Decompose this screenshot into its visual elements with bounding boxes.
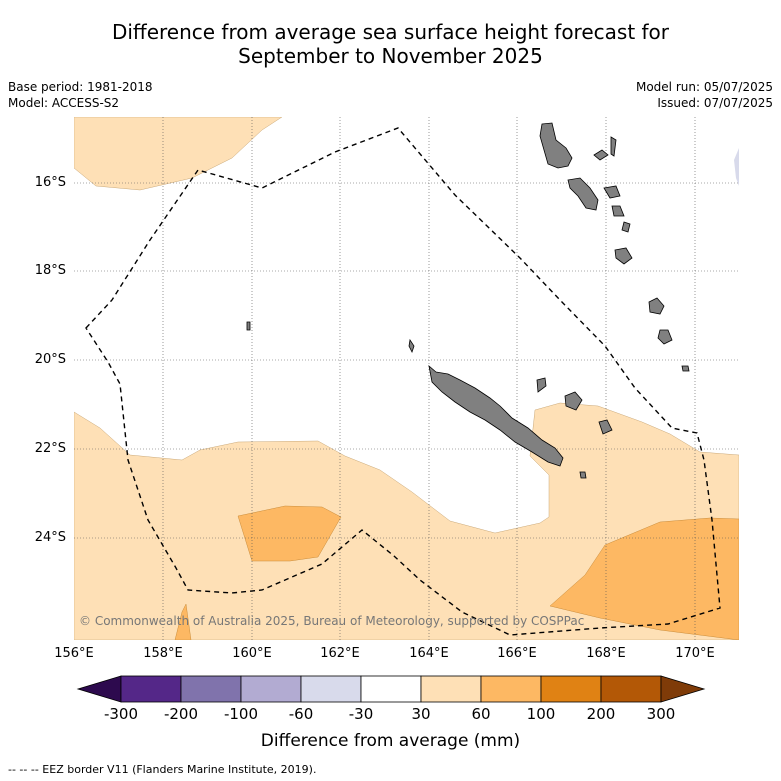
new-caledonia xyxy=(428,364,564,467)
islet-4 xyxy=(579,471,587,479)
loyalty-island-2 xyxy=(598,419,613,435)
islet-3 xyxy=(408,338,415,354)
colorbar-under-arrow xyxy=(76,675,122,703)
colorbar-bin-2 xyxy=(180,675,242,703)
model-name: Model: ACCESS-S2 xyxy=(8,96,120,110)
vanuatu-island-d xyxy=(621,221,631,233)
anomaly-region-minus-sliver xyxy=(734,148,739,186)
eez-border xyxy=(85,127,721,636)
colorbar-bin-3 xyxy=(240,675,302,703)
vanuatu-efate xyxy=(611,205,625,217)
title-line-2: September to November 2025 xyxy=(238,44,543,68)
base-period: Base period: 1981-2018 xyxy=(8,80,153,94)
colorbar-bin-7 xyxy=(480,675,542,703)
lon-label-168e: 168°E xyxy=(586,646,626,661)
lon-label-166e: 166°E xyxy=(497,646,537,661)
lon-label-164e: 164°E xyxy=(409,646,449,661)
vanuatu-espiritu-santo xyxy=(539,122,573,169)
colorbar-tick-minus200: -200 xyxy=(163,705,199,723)
colorbar-tick-30: 30 xyxy=(411,705,431,723)
meta-left: Base period: 1981-2018 Model: ACCESS-S2 xyxy=(8,79,153,111)
colorbar-over-arrow xyxy=(660,675,706,703)
vanuatu-island-c xyxy=(603,185,621,199)
colorbar-tick-minus30: -30 xyxy=(348,705,374,723)
vanuatu-malakula xyxy=(567,177,599,211)
anomaly-region-60-100-east xyxy=(549,517,739,640)
colorbar-tick-minus300: -300 xyxy=(103,705,139,723)
colorbar-tick-100: 100 xyxy=(526,705,556,723)
lon-label-170e: 170°E xyxy=(675,646,715,661)
vanuatu-aneityum xyxy=(657,329,673,345)
islet-1 xyxy=(681,365,690,372)
lat-label-24s: 24°S xyxy=(34,530,66,545)
colorbar-bin-1 xyxy=(120,675,182,703)
colorbar-bin-6 xyxy=(420,675,482,703)
model-run: Model run: 05/07/2025 xyxy=(635,80,773,94)
loyalty-island-1 xyxy=(564,391,583,411)
lat-label-18s: 18°S xyxy=(34,263,66,278)
lon-label-160e: 160°E xyxy=(232,646,272,661)
lon-label-156e: 156°E xyxy=(54,646,94,661)
colorbar xyxy=(76,675,706,703)
colorbar-bin-4 xyxy=(300,675,362,703)
lon-label-162e: 162°E xyxy=(320,646,360,661)
colorbar-bin-8 xyxy=(540,675,602,703)
gridlines xyxy=(74,117,739,640)
vanuatu-erromango xyxy=(614,247,633,265)
meta-right: Model run: 05/07/2025 Issued: 07/07/2025 xyxy=(636,79,773,111)
map-title: Difference from average sea surface heig… xyxy=(0,20,781,68)
loyalty-island-3 xyxy=(536,377,547,393)
land xyxy=(246,122,690,479)
colorbar-bin-5 xyxy=(360,675,422,703)
anomaly-region-60-100-south xyxy=(174,603,192,640)
colorbar-tick-minus60: -60 xyxy=(288,705,314,723)
vanuatu-island-b xyxy=(593,149,609,161)
lat-label-16s: 16°S xyxy=(34,175,66,190)
lat-label-20s: 20°S xyxy=(34,352,66,367)
colorbar-bin-9 xyxy=(600,675,662,703)
lat-label-22s: 22°S xyxy=(34,441,66,456)
lon-label-158e: 158°E xyxy=(143,646,183,661)
colorbar-tick-minus100: -100 xyxy=(223,705,259,723)
copyright-notice: © Commonwealth of Australia 2025, Bureau… xyxy=(79,614,585,628)
colorbar-title: Difference from average (mm) xyxy=(260,731,521,751)
anomaly-region-60-100-center xyxy=(237,505,342,562)
title-line-1: Difference from average sea surface heig… xyxy=(111,20,670,44)
issued-date: Issued: 07/07/2025 xyxy=(657,96,773,110)
colorbar-tick-300: 300 xyxy=(646,705,676,723)
colorbar-tick-200: 200 xyxy=(586,705,616,723)
islet-2 xyxy=(246,321,251,331)
eez-legend-note: -- -- -- EEZ border V11 (Flanders Marine… xyxy=(8,763,317,776)
vanuatu-tanna xyxy=(648,297,665,315)
colorbar-tick-60: 60 xyxy=(471,705,491,723)
vanuatu-island-a xyxy=(610,136,617,157)
